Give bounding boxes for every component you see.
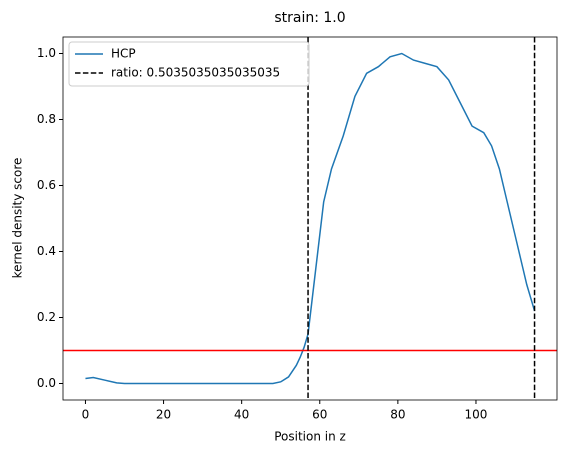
x-tick-label: 0 <box>82 408 90 422</box>
y-tick-label: 0.4 <box>37 244 56 258</box>
y-tick-label: 0.6 <box>37 178 56 192</box>
legend-label: ratio: 0.5035035035035035 <box>111 66 280 80</box>
x-tick-label: 40 <box>234 408 249 422</box>
x-tick-label: 100 <box>465 408 488 422</box>
y-tick-label: 0.0 <box>37 376 56 390</box>
y-tick-label: 1.0 <box>37 46 56 60</box>
legend-box <box>68 41 310 87</box>
x-tick-label: 80 <box>390 408 405 422</box>
y-tick-label: 0.2 <box>37 310 56 324</box>
x-tick-label: 60 <box>312 408 327 422</box>
line-series <box>85 52 536 385</box>
chart-title: strain: 1.0 <box>274 10 345 26</box>
x-axis-label: Position in z <box>274 430 346 444</box>
plot-frame <box>62 36 558 401</box>
x-tick-label: 20 <box>156 408 171 422</box>
legend-label: HCP <box>111 47 136 61</box>
y-tick-label: 0.8 <box>37 112 56 126</box>
y-axis-label: kernel density score <box>11 158 25 279</box>
